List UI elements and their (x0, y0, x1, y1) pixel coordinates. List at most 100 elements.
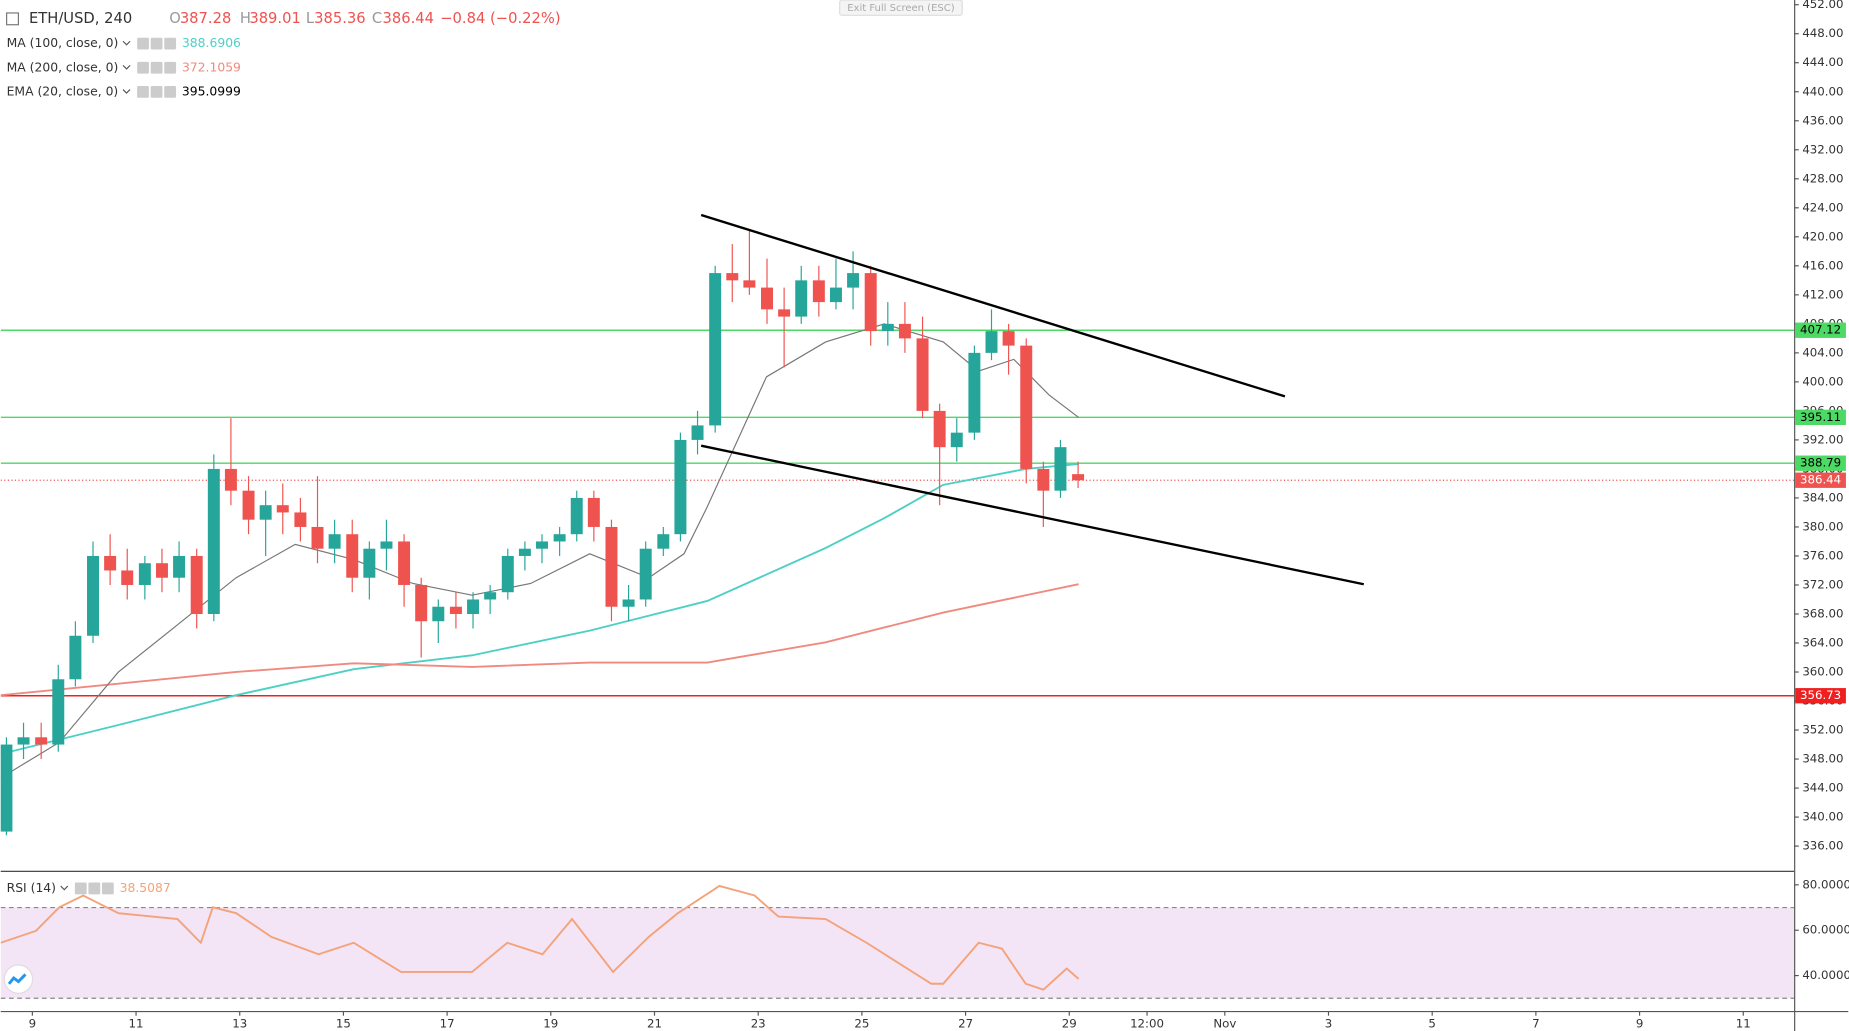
price-level-tag (1795, 688, 1846, 704)
candle-body (52, 679, 65, 745)
candle-body (0, 744, 13, 832)
candle-body (553, 534, 566, 542)
trendline (700, 444, 1364, 586)
price-level-label: 356.73 (1800, 688, 1841, 702)
candle-body (1072, 474, 1085, 481)
candle-body (829, 287, 842, 303)
legend-button[interactable] (137, 37, 149, 50)
collapse-icon[interactable] (6, 12, 19, 26)
candle-body (104, 555, 117, 571)
low-label: L (306, 10, 315, 27)
x-tick-label: 29 (1062, 1016, 1077, 1030)
candle-body (346, 534, 359, 578)
candle-body (311, 526, 324, 549)
legend-button[interactable] (164, 37, 177, 50)
price-level-label: 395.11 (1800, 410, 1841, 424)
y-tick-label: 348.00 (1802, 752, 1843, 766)
x-tick-label: 5 (1428, 1016, 1436, 1030)
legend-name: MA (100, close, 0) (7, 36, 119, 50)
y-tick-label: 364.00 (1802, 636, 1843, 650)
candle-body (518, 548, 531, 556)
candle-body (674, 439, 687, 535)
legend-button[interactable] (150, 86, 163, 98)
rsi-band (0, 907, 1795, 999)
x-tick-label: 13 (232, 1016, 247, 1030)
legend-button[interactable] (88, 882, 101, 895)
candle-body (17, 737, 30, 745)
exit-fullscreen-button[interactable] (839, 0, 963, 16)
logo-mark (7, 973, 27, 985)
legend-button[interactable] (137, 86, 149, 98)
x-tick-label: 17 (440, 1016, 455, 1030)
indicator-line (0, 323, 1079, 779)
legend-value: 388.6906 (182, 36, 241, 50)
legend-name: EMA (20, close, 0) (7, 84, 119, 98)
plot-layer (0, 229, 1795, 999)
legend-button[interactable] (150, 61, 163, 74)
candle-body (691, 425, 704, 440)
logo (3, 964, 34, 994)
x-tick-label: 25 (854, 1016, 869, 1030)
low-value: 385.36 (314, 10, 366, 27)
legend-button[interactable] (150, 37, 163, 50)
y-tick-label: 416.00 (1802, 258, 1843, 272)
x-tick-label: 7 (1532, 1016, 1540, 1030)
price-level-label: 388.79 (1800, 456, 1841, 470)
candle-body (328, 534, 341, 549)
y-tick-label: 392.00 (1802, 432, 1843, 446)
candle-body (985, 331, 998, 353)
y-tick-label: 412.00 (1802, 287, 1843, 301)
price-level-tag (1795, 322, 1846, 338)
close-label: C (372, 10, 382, 27)
open-label: O (169, 10, 181, 27)
candle-body (950, 432, 963, 448)
symbol[interactable]: ETH/USD, 240 (29, 10, 132, 27)
candle-body (864, 273, 877, 332)
candle-body (1020, 345, 1033, 469)
candle-body (709, 273, 722, 426)
y-tick-label: 400.00 (1802, 374, 1843, 388)
candle-body (398, 541, 411, 585)
y-tick-label: 380.00 (1802, 519, 1843, 533)
trendline (700, 213, 1286, 398)
logo-circle[interactable] (3, 964, 34, 994)
y-tick-label: 424.00 (1802, 200, 1843, 214)
candle-body (587, 497, 600, 527)
candle-body (294, 512, 307, 527)
candle-body (968, 352, 981, 433)
header: ETH/USD, 240 O 387.28 H 389.01 L 385.36 … (6, 0, 963, 27)
price-level-tag (1795, 472, 1846, 488)
legend-button[interactable] (164, 86, 176, 98)
y-tick-label: 360.00 (1802, 665, 1843, 679)
legend-button[interactable] (101, 882, 114, 895)
candle-body (380, 541, 393, 549)
candle-body (432, 606, 445, 622)
x-tick-label: 9 (1636, 1016, 1644, 1030)
x-tick-label: 11 (1736, 1016, 1751, 1030)
legend-button[interactable] (164, 61, 177, 74)
high-label: H (240, 10, 251, 27)
legend-value: 395.0999 (182, 84, 241, 98)
candle-body (657, 534, 670, 549)
y-tick-label: 436.00 (1802, 113, 1843, 127)
legend-button[interactable] (137, 61, 149, 74)
y-tick-label: 404.00 (1802, 345, 1843, 359)
x-tick-label: 15 (336, 1016, 351, 1030)
candle-body (87, 555, 99, 636)
y-tick-label: 428.00 (1802, 171, 1843, 185)
legend-button[interactable] (74, 882, 87, 895)
candle-body (224, 468, 237, 491)
legend-value: 38.5087 (120, 881, 171, 895)
close-value: 386.44 (382, 10, 434, 27)
legend-chevron (122, 89, 131, 94)
high-value: 389.01 (249, 10, 301, 27)
candle-body (242, 490, 255, 520)
candle-body (639, 548, 652, 600)
y-tick-label: 60.0000 (1802, 923, 1849, 937)
price-level-tag (1795, 455, 1846, 471)
y-tick-label: 440.00 (1802, 84, 1843, 98)
x-tick-label: 21 (647, 1016, 662, 1030)
candle-body (881, 323, 894, 332)
exit-fullscreen-label[interactable]: Exit Full Screen (ESC) (847, 3, 955, 14)
legend-value: 372.1059 (182, 60, 241, 74)
